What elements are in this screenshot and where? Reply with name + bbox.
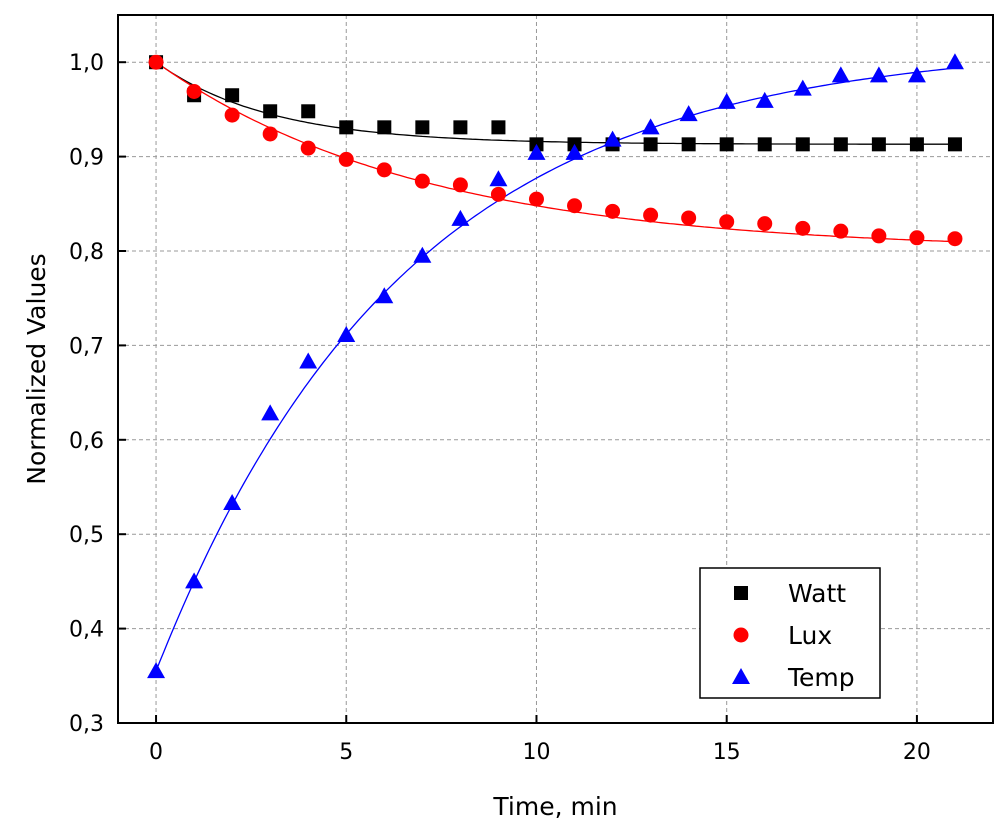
data-point-temp — [261, 404, 280, 421]
data-point-temp — [869, 66, 888, 83]
y-tick-label: 0,5 — [69, 523, 104, 548]
data-point-lux — [909, 230, 925, 246]
data-point-lux — [681, 210, 697, 226]
data-point-lux — [947, 231, 963, 247]
data-point-temp — [755, 91, 774, 108]
data-point-lux — [376, 162, 392, 178]
fit-line-watt — [155, 61, 955, 145]
data-point-temp — [451, 209, 470, 226]
data-point-lux — [414, 173, 430, 189]
data-point-temp — [223, 494, 242, 511]
legend-box — [699, 567, 881, 699]
data-point-temp — [413, 246, 432, 263]
data-point-lux — [567, 198, 583, 214]
y-tick-label: 0,7 — [69, 334, 104, 359]
data-point-watt — [453, 120, 468, 135]
data-point-lux — [224, 107, 240, 123]
y-tick-label: 0,3 — [69, 712, 104, 737]
fit-line-lux — [155, 61, 956, 243]
legend-label-lux: Lux — [788, 621, 832, 650]
data-point-temp — [185, 572, 204, 589]
data-point-temp — [603, 130, 622, 147]
data-point-watt — [377, 120, 392, 135]
legend-marker-lux — [733, 627, 749, 643]
data-point-lux — [528, 191, 544, 207]
data-point-watt — [263, 104, 278, 119]
data-point-watt — [833, 137, 848, 152]
data-point-temp — [147, 662, 166, 679]
y-tick-label: 0,8 — [69, 240, 104, 265]
y-tick-label: 0,6 — [69, 429, 104, 454]
data-point-watt — [871, 137, 886, 152]
data-point-lux — [186, 83, 202, 99]
data-point-temp — [907, 66, 926, 83]
data-point-temp — [489, 170, 508, 187]
data-point-watt — [719, 137, 734, 152]
y-tick-label: 0,4 — [69, 618, 104, 643]
legend-marker-watt — [734, 586, 748, 600]
data-point-temp — [527, 143, 546, 160]
data-point-lux — [719, 214, 735, 230]
y-axis-label: Normalized Values — [22, 253, 51, 484]
data-point-temp — [299, 352, 318, 369]
x-tick-label: 10 — [522, 740, 550, 765]
data-point-watt — [491, 120, 506, 135]
data-point-lux — [795, 220, 811, 236]
legend-marker-temp — [732, 668, 750, 684]
data-point-lux — [300, 140, 316, 156]
legend-label-watt: Watt — [788, 579, 846, 608]
y-tick-label: 0,9 — [69, 146, 104, 171]
data-point-watt — [757, 137, 772, 152]
data-point-lux — [643, 207, 659, 223]
plot-frame — [117, 14, 994, 724]
data-point-lux — [452, 177, 468, 193]
x-tick-label: 15 — [713, 740, 741, 765]
data-point-watt — [643, 137, 658, 152]
data-point-watt — [909, 137, 924, 152]
data-point-temp — [717, 92, 736, 109]
x-tick-label: 20 — [903, 740, 931, 765]
data-point-temp — [831, 66, 850, 83]
data-point-lux — [757, 216, 773, 232]
data-point-temp — [565, 143, 584, 160]
data-point-watt — [225, 88, 240, 103]
data-point-temp — [641, 118, 660, 135]
x-tick-label: 0 — [149, 740, 163, 765]
data-point-temp — [945, 53, 964, 70]
data-point-watt — [947, 137, 962, 152]
data-point-lux — [605, 203, 621, 219]
data-point-lux — [338, 151, 354, 167]
data-point-temp — [375, 287, 394, 304]
data-point-temp — [793, 79, 812, 96]
data-point-watt — [339, 120, 354, 135]
x-tick-label: 5 — [339, 740, 353, 765]
y-tick-label: 1,0 — [69, 51, 104, 76]
data-point-lux — [148, 54, 164, 70]
data-point-lux — [833, 223, 849, 239]
data-point-watt — [301, 104, 316, 119]
data-point-lux — [490, 186, 506, 202]
data-point-lux — [262, 126, 278, 142]
data-point-watt — [795, 137, 810, 152]
fit-line-temp — [155, 67, 956, 672]
data-point-watt — [415, 120, 430, 135]
legend-label-temp: Temp — [787, 663, 855, 692]
data-point-lux — [871, 228, 887, 244]
x-axis-label: Time, min — [492, 792, 617, 821]
data-point-temp — [337, 326, 356, 343]
data-point-watt — [681, 137, 696, 152]
data-point-temp — [679, 105, 698, 122]
